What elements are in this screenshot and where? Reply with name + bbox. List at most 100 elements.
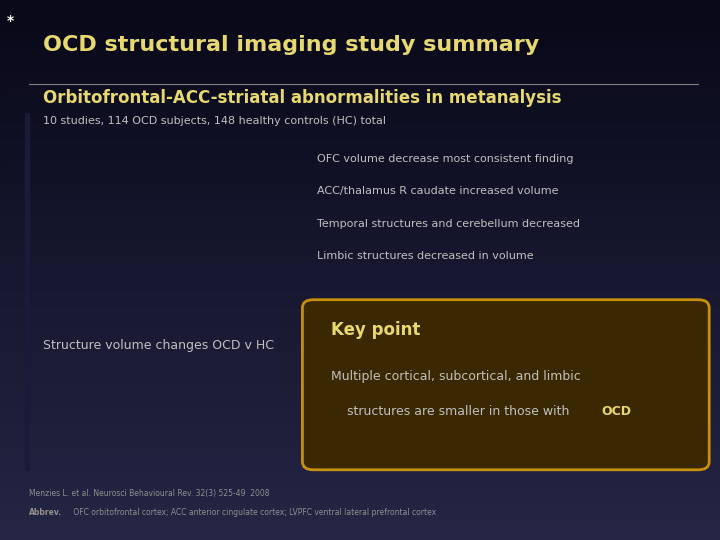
Bar: [0, 335, 720, 340]
Bar: [0, 211, 720, 216]
Text: OCD: OCD: [601, 405, 631, 418]
Bar: [25, 113, 29, 470]
Bar: [0, 70, 720, 76]
Bar: [0, 146, 720, 151]
Bar: [0, 529, 720, 535]
Bar: [0, 259, 720, 265]
Bar: [0, 400, 720, 405]
Bar: [0, 173, 720, 178]
Bar: [0, 54, 720, 59]
Bar: [0, 227, 720, 232]
Bar: [0, 81, 720, 86]
Bar: [0, 27, 720, 32]
Bar: [0, 108, 720, 113]
Bar: [0, 324, 720, 329]
Bar: [0, 248, 720, 254]
Bar: [0, 362, 720, 367]
Bar: [0, 356, 720, 362]
Text: Key point: Key point: [331, 321, 420, 339]
Text: OFC volume decrease most consistent finding: OFC volume decrease most consistent find…: [317, 154, 573, 164]
Bar: [0, 232, 720, 238]
Bar: [0, 410, 720, 416]
Bar: [0, 464, 720, 470]
Bar: [0, 297, 720, 302]
FancyBboxPatch shape: [302, 300, 709, 470]
Bar: [0, 65, 720, 70]
Bar: [0, 454, 720, 459]
Text: *: *: [7, 14, 14, 28]
Bar: [0, 475, 720, 481]
Bar: [0, 49, 720, 54]
Bar: [0, 32, 720, 38]
Bar: [0, 437, 720, 443]
Bar: [0, 221, 720, 227]
Bar: [0, 157, 720, 162]
Bar: [0, 427, 720, 432]
Bar: [0, 448, 720, 454]
Text: structures are smaller in those with: structures are smaller in those with: [331, 405, 574, 418]
Bar: [0, 43, 720, 49]
Bar: [0, 502, 720, 508]
Text: Multiple cortical, subcortical, and limbic: Multiple cortical, subcortical, and limb…: [331, 370, 581, 383]
Bar: [0, 432, 720, 437]
Text: OFC orbitofrontal cortex; ACC anterior cingulate cortex; LVPFC ventral lateral p: OFC orbitofrontal cortex; ACC anterior c…: [71, 508, 436, 517]
Bar: [0, 524, 720, 529]
Bar: [0, 178, 720, 184]
Bar: [0, 167, 720, 173]
Bar: [0, 491, 720, 497]
Bar: [0, 151, 720, 157]
Bar: [0, 351, 720, 356]
Bar: [0, 243, 720, 248]
Bar: [0, 194, 720, 200]
Bar: [0, 329, 720, 335]
Bar: [0, 140, 720, 146]
Bar: [0, 86, 720, 92]
Text: ACC/thalamus R caudate increased volume: ACC/thalamus R caudate increased volume: [317, 186, 558, 197]
Text: Menzies L. et al. Neurosci Behavioural Rev. 32(3) 525-49  2008: Menzies L. et al. Neurosci Behavioural R…: [29, 489, 269, 498]
Bar: [0, 97, 720, 103]
Bar: [0, 383, 720, 389]
Bar: [0, 113, 720, 119]
Bar: [0, 281, 720, 286]
Bar: [0, 513, 720, 518]
Bar: [0, 416, 720, 421]
Bar: [0, 486, 720, 491]
Bar: [0, 92, 720, 97]
Bar: [0, 119, 720, 124]
Bar: [0, 130, 720, 135]
Bar: [0, 5, 720, 11]
Bar: [0, 38, 720, 43]
Bar: [0, 346, 720, 351]
Bar: [0, 22, 720, 27]
Bar: [0, 319, 720, 324]
Bar: [0, 394, 720, 400]
Bar: [0, 518, 720, 524]
Text: Structure volume changes OCD v HC: Structure volume changes OCD v HC: [43, 339, 274, 352]
Bar: [0, 481, 720, 486]
Bar: [0, 216, 720, 221]
Bar: [0, 443, 720, 448]
Bar: [0, 254, 720, 259]
Bar: [0, 275, 720, 281]
Text: OCD structural imaging study summary: OCD structural imaging study summary: [43, 35, 539, 55]
Bar: [0, 389, 720, 394]
Bar: [0, 497, 720, 502]
Text: Orbitofrontal-ACC-striatal abnormalities in metanalysis: Orbitofrontal-ACC-striatal abnormalities…: [43, 89, 562, 107]
Bar: [0, 205, 720, 211]
Bar: [0, 162, 720, 167]
Bar: [0, 535, 720, 540]
Bar: [0, 367, 720, 373]
Bar: [0, 421, 720, 427]
Bar: [0, 189, 720, 194]
Bar: [0, 265, 720, 270]
Bar: [0, 238, 720, 243]
Bar: [0, 340, 720, 346]
Bar: [0, 270, 720, 275]
Bar: [0, 373, 720, 378]
Text: Limbic structures decreased in volume: Limbic structures decreased in volume: [317, 251, 534, 261]
Bar: [0, 135, 720, 140]
Text: Abbrev.: Abbrev.: [29, 508, 62, 517]
Bar: [0, 470, 720, 475]
Bar: [0, 292, 720, 297]
Bar: [0, 378, 720, 383]
